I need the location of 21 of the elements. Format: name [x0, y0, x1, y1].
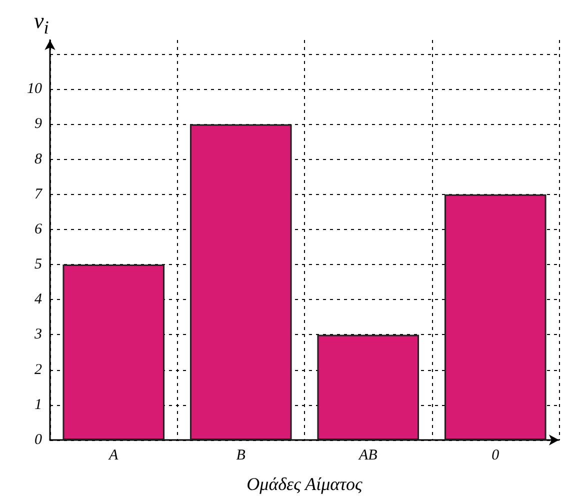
y-tick-label: 8	[34, 151, 42, 168]
y-tick-label: 5	[34, 256, 42, 273]
bar	[190, 124, 292, 440]
bar	[444, 194, 546, 440]
y-tick-label: 4	[34, 292, 42, 308]
bar	[317, 334, 420, 440]
y-tick-label: 0	[34, 432, 42, 448]
x-tick-label: B	[236, 448, 246, 464]
bar	[62, 264, 165, 440]
y-tick-label: 1	[34, 396, 42, 413]
y-tick-label: 2	[34, 362, 42, 378]
y-tick-label: 10	[27, 81, 42, 98]
y-tick-label: 9	[34, 116, 42, 132]
y-tick-label: 6	[34, 221, 42, 238]
x-tick-label: AB	[358, 448, 378, 464]
y-tick-label: 3	[34, 326, 42, 343]
x-tick-label: 0	[492, 448, 500, 464]
y-axis-title: v$_{i}$	[34, 8, 49, 38]
x-tick-label: A	[108, 448, 120, 464]
x-axis-title: Ομάδες Αίματος	[246, 474, 364, 494]
y-tick-label: 7	[34, 186, 44, 202]
